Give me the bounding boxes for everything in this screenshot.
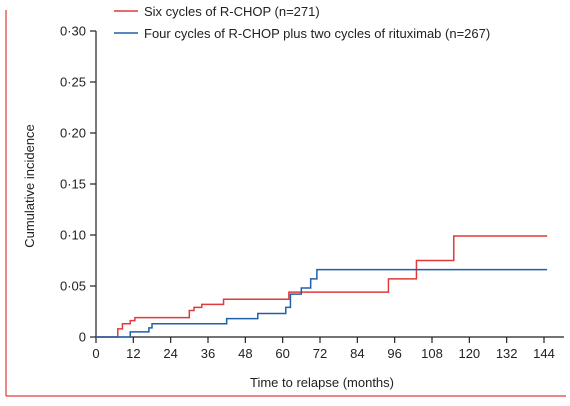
- x-tick-label: 120: [458, 346, 480, 361]
- x-tick-label: 132: [496, 346, 518, 361]
- x-tick-label: 24: [163, 346, 177, 361]
- y-tick-label: 0·10: [60, 228, 86, 243]
- x-tick-label: 48: [238, 346, 252, 361]
- x-tick-label: 60: [275, 346, 289, 361]
- series-line-r-chop-6: [96, 235, 548, 338]
- legend: Six cycles of R-CHOP (n=271) Four cycles…: [114, 4, 490, 41]
- legend-label-r-chop-6: Six cycles of R-CHOP (n=271): [144, 4, 320, 19]
- y-tick-label: 0·30: [60, 24, 86, 39]
- y-tick-label: 0·20: [60, 126, 86, 141]
- series-group: [96, 235, 548, 338]
- series-line-r-chop-4-plus-r: [96, 268, 548, 338]
- y-axis-label: Cumulative incidence: [22, 124, 37, 248]
- axes: 0 0·05 0·10 0·15 0·20 0·25 0·30 0 12 24 36 48 60 72 84…: [60, 24, 564, 361]
- y-tick-label: 0: [79, 330, 86, 345]
- x-tick-label: 144: [533, 346, 555, 361]
- x-tick-label: 12: [126, 346, 140, 361]
- y-tick-label: 0·05: [60, 279, 86, 294]
- x-tick-label: 72: [313, 346, 327, 361]
- x-tick-label: 84: [350, 346, 364, 361]
- x-tick-label: 0: [92, 346, 99, 361]
- y-tick-label: 0·15: [60, 177, 86, 192]
- x-tick-label: 108: [421, 346, 443, 361]
- y-tick-label: 0·25: [60, 75, 86, 90]
- x-tick-label: 36: [201, 346, 215, 361]
- legend-label-r-chop-4-plus-r: Four cycles of R-CHOP plus two cycles of…: [144, 26, 490, 41]
- x-tick-label: 96: [387, 346, 401, 361]
- x-axis-label: Time to relapse (months): [250, 375, 394, 390]
